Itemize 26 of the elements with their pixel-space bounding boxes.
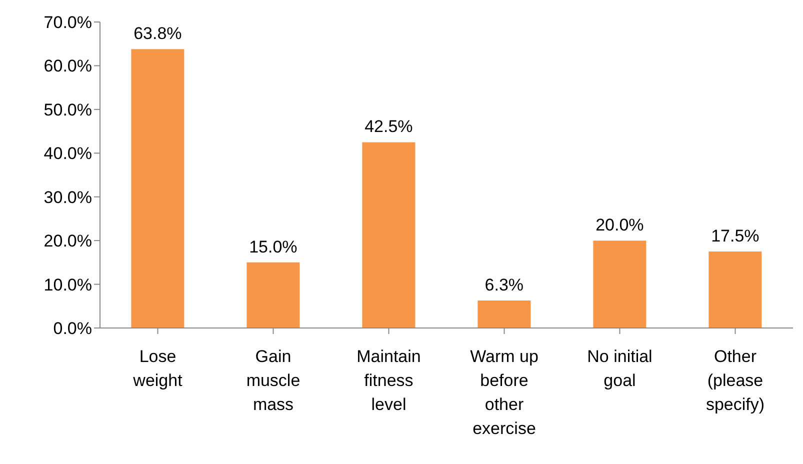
data-label: 6.3% bbox=[484, 275, 524, 294]
x-tick-label: Maintain fitness level bbox=[356, 347, 421, 414]
bar bbox=[246, 262, 300, 328]
data-label: 20.0% bbox=[596, 216, 644, 235]
y-tick-label: 30.0% bbox=[44, 188, 92, 207]
y-tick-label: 20.0% bbox=[44, 232, 92, 251]
bar bbox=[362, 142, 416, 328]
x-tick-label: Lose weight bbox=[132, 347, 183, 390]
x-tick-label: Warm up before other exercise bbox=[470, 347, 538, 438]
bar bbox=[593, 240, 646, 328]
data-label: 63.8% bbox=[134, 24, 182, 44]
data-label: 17.5% bbox=[711, 226, 760, 246]
y-tick-label: 0.0% bbox=[53, 319, 92, 338]
y-tick-label: 40.0% bbox=[44, 144, 92, 164]
y-tick-label: 60.0% bbox=[44, 56, 92, 76]
data-label: 42.5% bbox=[364, 117, 413, 136]
y-tick-label: 50.0% bbox=[44, 100, 92, 120]
bar bbox=[478, 300, 531, 328]
x-tick-label: Other (please specify) bbox=[706, 347, 765, 414]
x-tick-label: Gain muscle mass bbox=[246, 347, 300, 414]
y-tick-label: 10.0% bbox=[44, 275, 92, 294]
y-tick-label: 70.0% bbox=[44, 13, 92, 32]
bar bbox=[708, 252, 762, 328]
x-tick-label: No initial goal bbox=[587, 347, 652, 390]
bar bbox=[131, 49, 184, 328]
data-label: 15.0% bbox=[249, 237, 298, 256]
